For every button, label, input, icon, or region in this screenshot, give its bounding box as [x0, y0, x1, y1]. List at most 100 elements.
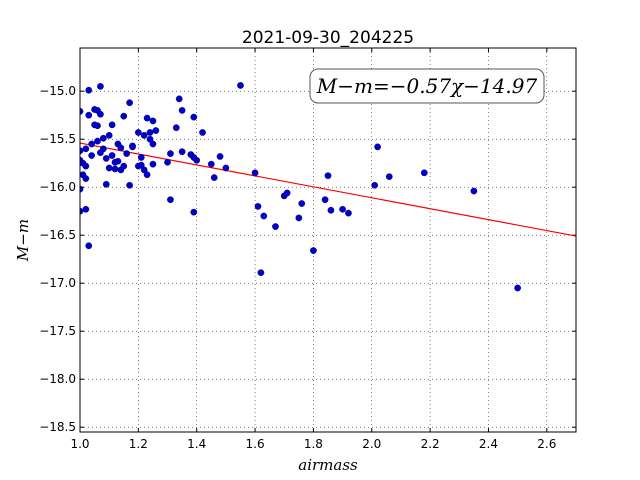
data-point: [385, 173, 393, 180]
data-point: [97, 110, 104, 118]
data-point: [193, 156, 201, 164]
y-axis-label: M−m: [14, 219, 32, 262]
data-point: [178, 107, 186, 114]
data-point: [85, 242, 93, 250]
data-point: [207, 160, 215, 168]
data-point: [149, 160, 157, 168]
fit-line: [79, 142, 577, 237]
data-point: [123, 150, 131, 157]
data-point: [105, 164, 113, 172]
fit-annotation-box: M−m=−0.57χ−14.97: [309, 68, 545, 104]
data-point: [149, 117, 157, 125]
data-point: [190, 113, 198, 121]
x-axis-label: airmass: [298, 456, 358, 474]
data-point: [298, 200, 306, 207]
data-point: [82, 162, 90, 170]
data-point: [324, 172, 332, 180]
data-point: [111, 165, 119, 173]
data-point: [310, 247, 317, 254]
x-tick-label: 2.2: [421, 437, 440, 451]
data-point: [327, 206, 335, 214]
data-point: [251, 169, 259, 177]
data-point: [237, 82, 244, 89]
data-point: [129, 142, 136, 150]
data-point: [85, 111, 93, 119]
y-tick-label: −17.5: [39, 324, 76, 338]
y-tick-label: −15.5: [39, 132, 76, 146]
data-point: [371, 181, 379, 189]
data-point: [321, 196, 329, 204]
data-point: [149, 140, 157, 148]
data-point: [94, 137, 101, 145]
y-tick-label: −16.0: [39, 180, 76, 194]
y-tick-label: −18.0: [39, 372, 76, 386]
x-tick-label: 1.8: [304, 437, 323, 451]
x-tick-label: 1.2: [129, 437, 148, 451]
data-point: [105, 132, 113, 139]
plot-area: 1.0 1.2 1.4 1.6 1.8 2.0 2.2 2.4 2.6 −15.0 −15.5 −16…: [39, 47, 577, 451]
data-point: [120, 162, 128, 170]
chart-title: 2021-09-30_204225: [242, 28, 414, 48]
data-point: [152, 127, 160, 134]
y-tick-label: −15.0: [39, 84, 76, 98]
data-point: [94, 122, 101, 130]
data-point: [88, 140, 96, 148]
data-point: [102, 155, 110, 162]
data-point: [82, 205, 90, 213]
y-tick-label: −18.5: [39, 420, 76, 434]
data-point: [82, 175, 90, 182]
data-point: [140, 132, 148, 139]
x-tick-label: 1.6: [246, 437, 265, 451]
data-point: [167, 196, 174, 204]
x-tick-label: 2.0: [362, 437, 381, 451]
data-point: [199, 129, 206, 136]
x-tick-label: 2.6: [537, 437, 556, 451]
x-tick-label: 1.0: [70, 437, 89, 451]
data-point: [114, 157, 122, 165]
data-point: [339, 205, 346, 213]
data-point: [374, 143, 381, 151]
data-point: [167, 150, 174, 157]
data-point: [190, 208, 198, 216]
data-point: [99, 134, 107, 142]
data-point: [172, 124, 180, 132]
data-point: [295, 214, 303, 222]
data-point: [210, 174, 218, 181]
data-point: [283, 189, 291, 197]
data-point: [143, 171, 151, 179]
data-point: [135, 129, 142, 136]
fit-annotation: M−m=−0.57χ−14.97: [316, 74, 538, 98]
axes-frame: [79, 47, 577, 433]
x-tick-label: 2.4: [479, 437, 498, 451]
data-point: [143, 114, 151, 122]
data-point: [514, 284, 521, 292]
data-point: [260, 212, 268, 220]
data-point: [146, 129, 154, 136]
data-point: [137, 154, 145, 161]
y-tick-label: −16.5: [39, 228, 76, 242]
data-point: [117, 144, 125, 152]
data-point: [216, 153, 224, 160]
data-point: [420, 169, 428, 177]
data-point: [222, 164, 230, 172]
data-point: [126, 99, 133, 107]
data-point: [102, 180, 110, 188]
data-point: [254, 203, 262, 210]
data-point: [85, 86, 93, 94]
data-point: [272, 223, 279, 230]
data-point: [88, 152, 96, 159]
data-point: [126, 181, 133, 189]
data-point: [470, 187, 478, 195]
data-point: [164, 158, 171, 166]
data-point: [120, 112, 128, 120]
data-point: [257, 269, 265, 276]
data-point: [345, 209, 352, 217]
data-point: [178, 148, 186, 156]
data-point: [97, 83, 104, 90]
data-point: [99, 145, 107, 153]
data-point: [82, 145, 90, 153]
x-tick-label: 1.4: [187, 437, 206, 451]
data-point: [108, 152, 116, 159]
data-point: [108, 121, 116, 129]
